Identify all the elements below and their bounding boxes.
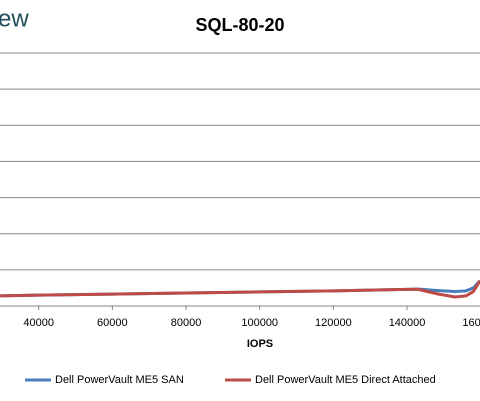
x-tick-label: 160000 [462,317,480,329]
x-axis-title: IOPS [247,338,273,350]
x-tick-label: 80000 [171,317,202,329]
x-tick-label: 40000 [23,317,54,329]
chart-title: SQL-80-20 [195,15,284,35]
x-tick-label: 120000 [315,317,352,329]
series-line [0,279,480,299]
logo-text: ew [0,5,29,32]
legend-label: Dell PowerVault ME5 Direct Attached [255,374,436,386]
legend-label: Dell PowerVault ME5 SAN [55,374,184,386]
x-tick-label: 60000 [97,317,128,329]
x-tick-label: 140000 [389,317,426,329]
x-tick-label: 100000 [241,317,278,329]
